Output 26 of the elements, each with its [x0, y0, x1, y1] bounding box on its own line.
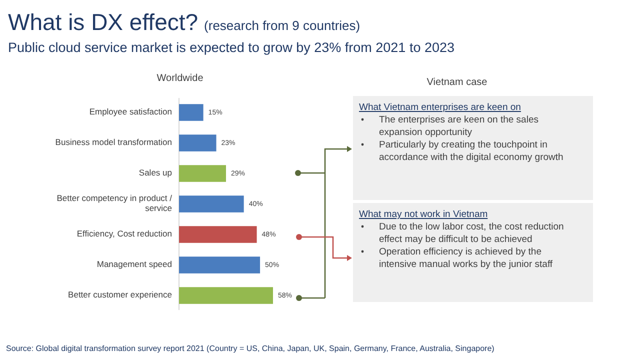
source-note: Source: Global digital transformation survey report 2021 (Country = US, China, Japan, UK, Spain, Germany, France, Australia, Singapore) [6, 344, 495, 353]
chart-title: What is DX effect? [8, 9, 198, 35]
bar [179, 134, 216, 152]
text: Vietnam case [426, 77, 488, 88]
bar [179, 165, 226, 182]
y-tick-label: Efficiency, Cost reduction [76, 228, 172, 239]
bar [179, 287, 273, 304]
y-tick-label: Employee satisfaction [89, 106, 172, 117]
y-tick-label: Management speed [96, 259, 172, 270]
y-tick-label: Better customer experience [68, 290, 172, 300]
text: Operation efficiency is achieved by the intensive manual works by the junior staff [379, 246, 553, 270]
text: Particularly by creating the touchpoint in accordance with the digital economy growth [379, 140, 564, 163]
y-tick-label: Sales up [138, 168, 172, 178]
text: Worldwide [156, 73, 204, 84]
text: Due to the low labor cost, the cost reduction effect may be difficult to be achieved [379, 222, 564, 245]
bar [179, 196, 244, 212]
y-tick-label: Better competency in product / service [56, 193, 173, 214]
chart-subtitle: Public cloud service market is expected to grow by 23% from 2021 to 2023 [8, 40, 454, 55]
bar [179, 104, 204, 121]
bar [179, 256, 260, 274]
bar [179, 226, 257, 243]
text: What Vietnam enterprises are keen on [359, 102, 521, 113]
text: What may not work in Vietnam [359, 209, 488, 220]
y-tick-label: Business model transformation [55, 137, 172, 148]
text: (research from 9 countries) [204, 18, 360, 33]
text: The enterprises are keen on the sales expansion opportunity [379, 114, 539, 138]
